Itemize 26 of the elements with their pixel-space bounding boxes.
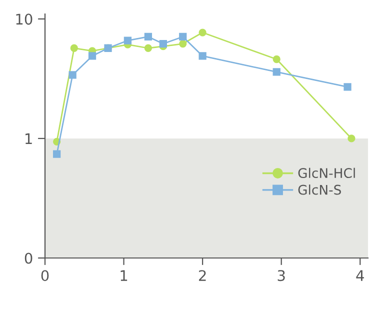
point bbox=[272, 55, 280, 64]
point bbox=[68, 71, 76, 79]
point bbox=[159, 40, 167, 48]
point bbox=[144, 44, 152, 52]
point bbox=[198, 52, 206, 60]
legend-label: GlcN-HCl bbox=[298, 168, 355, 178]
point bbox=[179, 40, 187, 48]
x-tick-label: 1 bbox=[120, 270, 128, 281]
point bbox=[344, 83, 352, 91]
y-tick-label: 10 bbox=[16, 14, 32, 25]
point bbox=[272, 68, 280, 76]
x-tick-label: 0 bbox=[41, 270, 49, 282]
point bbox=[52, 150, 61, 158]
point bbox=[348, 134, 356, 142]
point bbox=[179, 32, 187, 41]
x-tick-label: 3 bbox=[278, 270, 285, 282]
y-tick-label: 0 bbox=[24, 252, 32, 264]
y-tick-label: 1 bbox=[26, 133, 32, 144]
x-tick-label: 2 bbox=[198, 270, 206, 281]
point bbox=[70, 44, 78, 52]
point bbox=[198, 28, 206, 36]
x-tick-label: 4 bbox=[356, 270, 364, 281]
point bbox=[144, 32, 152, 41]
point bbox=[124, 36, 132, 44]
legend-label: GlcN-S bbox=[298, 184, 341, 195]
point bbox=[88, 52, 96, 60]
